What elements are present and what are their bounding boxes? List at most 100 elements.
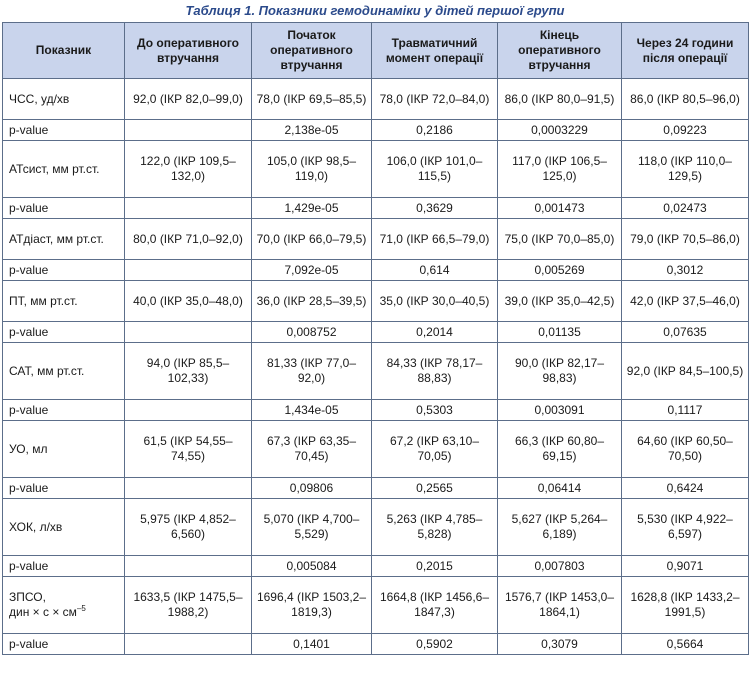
row-p-value: p-value 7,092e-05 0,614 0,005269 0,3012 <box>2 259 749 281</box>
cell-p-value: 7,092e-05 <box>251 259 372 281</box>
cell-empty <box>124 633 252 655</box>
cell-value: 70,0 (ІКР 66,0–79,5) <box>251 218 372 260</box>
cell-value: 90,0 (ІКР 82,17–98,83) <box>497 342 622 400</box>
row-label: p-value <box>2 555 125 577</box>
table-caption: Таблиця 1. Показники гемодинаміки у діте… <box>185 3 565 18</box>
cell-value: 5,975 (ІКР 4,852–6,560) <box>124 498 252 556</box>
cell-value: 106,0 (ІКР 101,0–115,5) <box>371 140 498 198</box>
hemodynamics-table: Показник До оперативного втручання Почат… <box>2 22 749 655</box>
header-before-surgery: До оперативного втручання <box>124 22 252 79</box>
row-p-value: p-value 0,09806 0,2565 0,06414 0,6424 <box>2 477 749 499</box>
cell-p-value: 0,01135 <box>497 321 622 343</box>
row-sbp: АТсист, мм рт.ст. 122,0 (ІКР 109,5–132,0… <box>2 140 749 198</box>
cell-empty <box>124 555 252 577</box>
cell-p-value: 0,3629 <box>371 197 498 219</box>
row-label: ПТ, мм рт.ст. <box>2 280 125 322</box>
row-label: ЧСС, уд/хв <box>2 78 125 120</box>
row-p-value: p-value 0,005084 0,2015 0,007803 0,9071 <box>2 555 749 577</box>
cell-p-value: 0,1117 <box>621 399 749 421</box>
cell-value: 84,33 (ІКР 78,17–88,83) <box>371 342 498 400</box>
cell-p-value: 0,07635 <box>621 321 749 343</box>
cell-value: 122,0 (ІКР 109,5–132,0) <box>124 140 252 198</box>
cell-p-value: 0,5664 <box>621 633 749 655</box>
row-label-line2: дин × с × см <box>9 605 77 619</box>
cell-value: 78,0 (ІКР 72,0–84,0) <box>371 78 498 120</box>
cell-empty <box>124 119 252 141</box>
cell-value: 1628,8 (ІКР 1433,2–1991,5) <box>621 576 749 634</box>
cell-value: 64,60 (ІКР 60,50–70,50) <box>621 420 749 478</box>
row-p-value: p-value 0,008752 0,2014 0,01135 0,07635 <box>2 321 749 343</box>
cell-value: 61,5 (ІКР 54,55–74,55) <box>124 420 252 478</box>
cell-value: 94,0 (ІКР 85,5–102,33) <box>124 342 252 400</box>
cell-p-value: 0,3012 <box>621 259 749 281</box>
row-label-line1: ЗПСО, <box>9 590 46 604</box>
cell-p-value: 0,9071 <box>621 555 749 577</box>
row-pp: ПТ, мм рт.ст. 40,0 (ІКР 35,0–48,0) 36,0 … <box>2 280 749 322</box>
row-label: p-value <box>2 259 125 281</box>
cell-p-value: 0,2014 <box>371 321 498 343</box>
cell-empty <box>124 197 252 219</box>
cell-value: 5,627 (ІКР 5,264–6,189) <box>497 498 622 556</box>
row-map: САТ, мм рт.ст. 94,0 (ІКР 85,5–102,33) 81… <box>2 342 749 400</box>
cell-p-value: 1,429e-05 <box>251 197 372 219</box>
cell-p-value: 0,5303 <box>371 399 498 421</box>
cell-value: 86,0 (ІКР 80,5–96,0) <box>621 78 749 120</box>
row-label: p-value <box>2 197 125 219</box>
header-row: Показник До оперативного втручання Почат… <box>2 22 749 79</box>
row-co: ХОК, л/хв 5,975 (ІКР 4,852–6,560) 5,070 … <box>2 498 749 556</box>
row-label: АТсист, мм рт.ст. <box>2 140 125 198</box>
cell-value: 39,0 (ІКР 35,0–42,5) <box>497 280 622 322</box>
cell-p-value: 1,434e-05 <box>251 399 372 421</box>
cell-value: 92,0 (ІКР 84,5–100,5) <box>621 342 749 400</box>
header-traumatic-moment: Травматичний момент операції <box>371 22 498 79</box>
cell-empty <box>124 399 252 421</box>
row-sv: УО, мл 61,5 (ІКР 54,55–74,55) 67,3 (ІКР … <box>2 420 749 478</box>
cell-p-value: 0,5902 <box>371 633 498 655</box>
row-label: УО, мл <box>2 420 125 478</box>
cell-value: 42,0 (ІКР 37,5–46,0) <box>621 280 749 322</box>
cell-value: 75,0 (ІКР 70,0–85,0) <box>497 218 622 260</box>
row-label: ЗПСО, дин × с × см–5 <box>2 576 125 634</box>
cell-value: 81,33 (ІКР 77,0–92,0) <box>251 342 372 400</box>
cell-value: 40,0 (ІКР 35,0–48,0) <box>124 280 252 322</box>
cell-p-value: 0,02473 <box>621 197 749 219</box>
cell-p-value: 2,138e-05 <box>251 119 372 141</box>
cell-empty <box>124 259 252 281</box>
cell-value: 5,070 (ІКР 4,700–5,529) <box>251 498 372 556</box>
cell-value: 117,0 (ІКР 106,5–125,0) <box>497 140 622 198</box>
cell-value: 67,2 (ІКР 63,10–70,05) <box>371 420 498 478</box>
cell-value: 5,530 (ІКР 4,922–6,597) <box>621 498 749 556</box>
cell-value: 92,0 (ІКР 82,0–99,0) <box>124 78 252 120</box>
cell-value: 67,3 (ІКР 63,35–70,45) <box>251 420 372 478</box>
cell-p-value: 0,09806 <box>251 477 372 499</box>
cell-p-value: 0,003091 <box>497 399 622 421</box>
cell-p-value: 0,6424 <box>621 477 749 499</box>
row-label: АТдіаст, мм рт.ст. <box>2 218 125 260</box>
cell-value: 5,263 (ІКР 4,785–5,828) <box>371 498 498 556</box>
row-p-value: p-value 2,138e-05 0,2186 0,0003229 0,092… <box>2 119 749 141</box>
cell-p-value: 0,3079 <box>497 633 622 655</box>
cell-value: 86,0 (ІКР 80,0–91,5) <box>497 78 622 120</box>
row-label: p-value <box>2 399 125 421</box>
row-label: p-value <box>2 321 125 343</box>
cell-value: 71,0 (ІКР 66,5–79,0) <box>371 218 498 260</box>
cell-p-value: 0,06414 <box>497 477 622 499</box>
cell-value: 118,0 (ІКР 110,0–129,5) <box>621 140 749 198</box>
cell-value: 36,0 (ІКР 28,5–39,5) <box>251 280 372 322</box>
row-hr: ЧСС, уд/хв 92,0 (ІКР 82,0–99,0) 78,0 (ІК… <box>2 78 749 120</box>
row-label: p-value <box>2 119 125 141</box>
cell-value: 35,0 (ІКР 30,0–40,5) <box>371 280 498 322</box>
row-label: p-value <box>2 477 125 499</box>
cell-value: 66,3 (ІКР 60,80–69,15) <box>497 420 622 478</box>
row-svr: ЗПСО, дин × с × см–5 1633,5 (ІКР 1475,5–… <box>2 576 749 634</box>
header-surgery-start: Початок оперативного втручання <box>251 22 372 79</box>
cell-value: 79,0 (ІКР 70,5–86,0) <box>621 218 749 260</box>
cell-p-value: 0,001473 <box>497 197 622 219</box>
cell-p-value: 0,007803 <box>497 555 622 577</box>
cell-p-value: 0,005269 <box>497 259 622 281</box>
cell-p-value: 0,008752 <box>251 321 372 343</box>
cell-value: 78,0 (ІКР 69,5–85,5) <box>251 78 372 120</box>
row-label: ХОК, л/хв <box>2 498 125 556</box>
cell-p-value: 0,2186 <box>371 119 498 141</box>
cell-empty <box>124 477 252 499</box>
